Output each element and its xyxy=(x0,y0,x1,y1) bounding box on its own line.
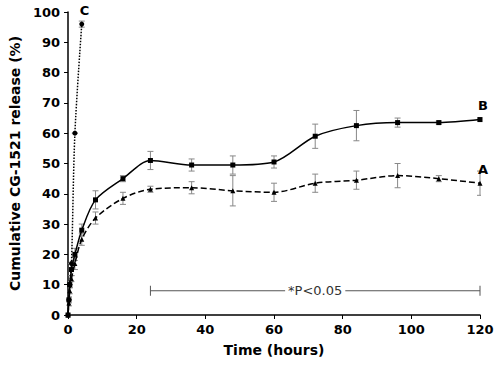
svg-text:20: 20 xyxy=(128,322,146,337)
svg-text:Time (hours): Time (hours) xyxy=(224,342,325,358)
svg-text:0: 0 xyxy=(51,308,60,323)
svg-text:C: C xyxy=(80,3,90,18)
svg-text:Cumulative CG-1521 release (%): Cumulative CG-1521 release (%) xyxy=(7,36,23,291)
svg-text:120: 120 xyxy=(466,322,493,337)
svg-text:70: 70 xyxy=(42,95,60,110)
svg-text:80: 80 xyxy=(334,322,352,337)
svg-text:10: 10 xyxy=(42,277,60,292)
svg-text:60: 60 xyxy=(265,322,283,337)
svg-text:*P<0.05: *P<0.05 xyxy=(288,283,342,298)
svg-text:A: A xyxy=(478,162,488,177)
svg-text:90: 90 xyxy=(42,35,60,50)
svg-text:40: 40 xyxy=(196,322,214,337)
svg-text:20: 20 xyxy=(42,247,60,262)
svg-text:B: B xyxy=(478,98,488,113)
svg-text:30: 30 xyxy=(42,217,60,232)
svg-text:40: 40 xyxy=(42,186,60,201)
svg-text:0: 0 xyxy=(64,322,73,337)
svg-text:80: 80 xyxy=(42,65,60,80)
svg-text:100: 100 xyxy=(398,322,425,337)
svg-text:50: 50 xyxy=(42,156,60,171)
svg-text:60: 60 xyxy=(42,126,60,141)
svg-text:100: 100 xyxy=(33,5,60,20)
